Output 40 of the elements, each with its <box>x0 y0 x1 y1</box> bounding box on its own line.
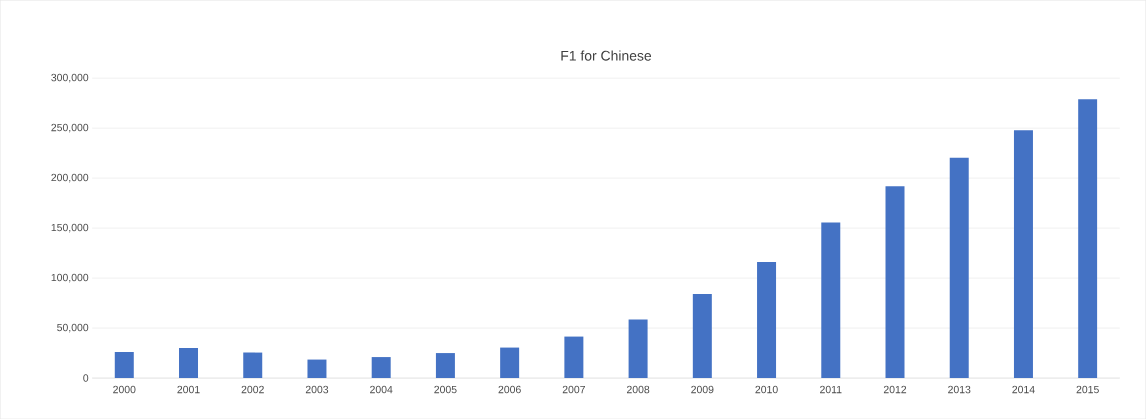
x-tick-label: 2009 <box>691 385 714 394</box>
x-tick-label: 2013 <box>948 385 971 394</box>
x-tick-label: 2015 <box>1076 385 1099 394</box>
x-tick-label: 2001 <box>177 385 200 394</box>
y-tick-label: 150,000 <box>51 223 89 233</box>
x-tick-label: 2011 <box>820 385 842 394</box>
bar <box>243 352 263 378</box>
y-tick-label: 100,000 <box>51 273 89 283</box>
x-tick-label: 2012 <box>883 385 907 394</box>
y-tick-label: 300,000 <box>51 73 89 83</box>
chart-title: F1 for Chinese <box>561 50 652 61</box>
bar <box>500 347 520 378</box>
bar <box>628 319 648 378</box>
x-tick-label: 2002 <box>241 385 264 394</box>
y-tick-label: 250,000 <box>51 123 89 133</box>
bar <box>564 336 584 378</box>
bar <box>885 186 905 378</box>
bar <box>179 347 199 378</box>
bar <box>1013 130 1033 378</box>
x-tick-label: 2007 <box>562 385 585 394</box>
x-tick-label: 2008 <box>627 385 650 394</box>
y-tick-label: 0 <box>83 374 89 382</box>
x-tick-label: 2000 <box>113 385 136 394</box>
x-tick-label: 2004 <box>370 385 393 394</box>
x-tick-label: 2003 <box>305 385 329 394</box>
bar <box>757 261 777 378</box>
y-tick-label: 50,000 <box>57 323 89 333</box>
bar <box>307 359 327 378</box>
bar <box>949 157 969 378</box>
bar <box>1078 99 1098 378</box>
bar <box>435 352 455 378</box>
x-tick-label: 2014 <box>1012 385 1035 394</box>
x-tick-label: 2006 <box>498 385 521 394</box>
x-tick-label: 2005 <box>434 385 457 394</box>
bar <box>692 293 712 378</box>
y-tick-label: 200,000 <box>51 173 89 183</box>
bar <box>371 356 391 378</box>
x-tick-label: 2010 <box>755 385 778 394</box>
bar <box>821 222 841 378</box>
bar <box>114 351 134 378</box>
